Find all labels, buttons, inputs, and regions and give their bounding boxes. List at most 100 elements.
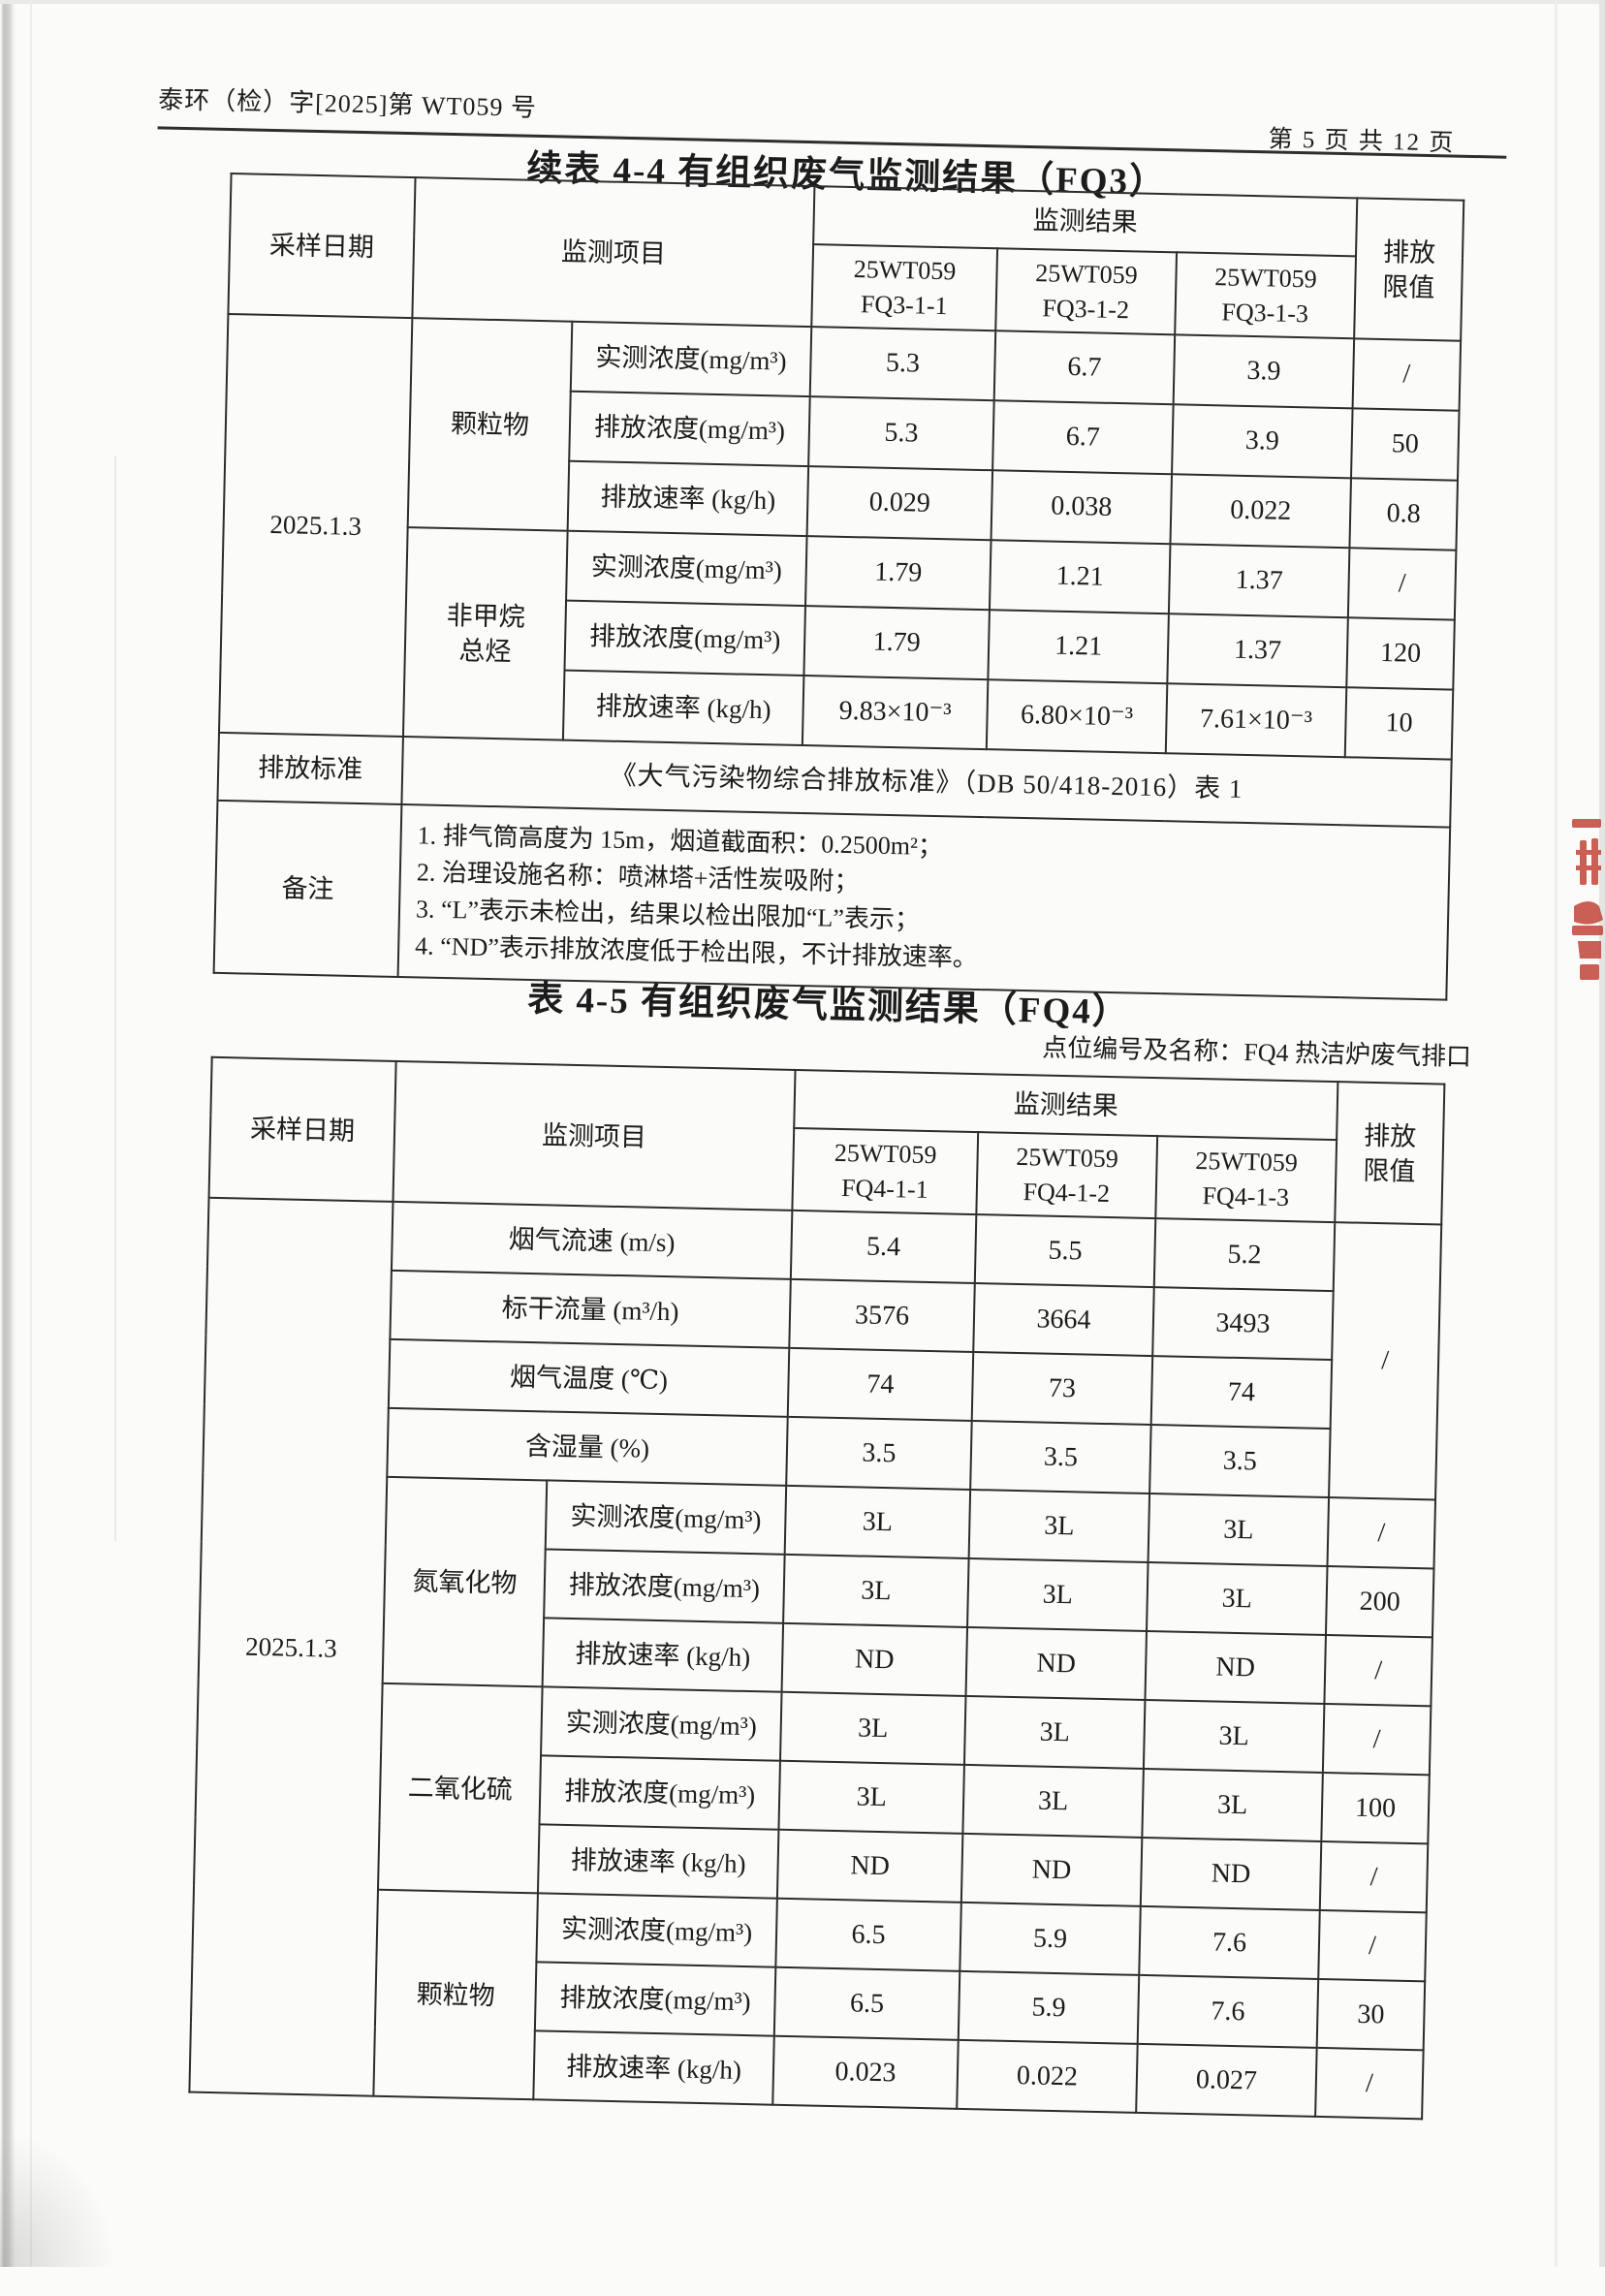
pollutant-group-cell: 颗粒物 <box>407 318 573 531</box>
param-cell: 排放速率 (kg/h) <box>562 670 804 746</box>
value-cell: 1.37 <box>1167 613 1348 688</box>
header-sample-date: 采样日期 <box>208 1056 396 1202</box>
value-cell: 3.9 <box>1172 404 1353 479</box>
limit-cell: / <box>1318 1909 1427 1982</box>
limit-cell: 10 <box>1344 687 1454 760</box>
value-cell: 7.6 <box>1137 1974 1319 2048</box>
limit-cell: / <box>1319 1840 1429 1913</box>
param-cell: 实测浓度(mg/m³) <box>570 321 812 397</box>
scan-crease <box>1555 0 1558 2267</box>
param-cell: 排放浓度(mg/m³) <box>544 1549 785 1623</box>
param-cell: 含湿量 (%) <box>387 1407 788 1486</box>
param-cell: 烟气流速 (m/s) <box>391 1201 793 1279</box>
value-cell: 1.37 <box>1168 544 1350 618</box>
pollutant-group-cell: 氮氧化物 <box>382 1476 548 1687</box>
value-cell: 1.21 <box>989 540 1171 614</box>
limit-cell: 30 <box>1316 1978 1426 2051</box>
value-cell: 5.9 <box>960 1902 1141 1975</box>
param-cell: 实测浓度(mg/m³) <box>541 1686 782 1761</box>
pollutant-group-cell: 颗粒物 <box>373 1889 538 2100</box>
value-cell: 3664 <box>973 1283 1154 1357</box>
param-cell: 排放浓度(mg/m³) <box>564 600 805 676</box>
param-cell: 实测浓度(mg/m³) <box>536 1893 777 1967</box>
value-cell: 3576 <box>789 1278 975 1353</box>
value-cell: 3L <box>968 1489 1150 1562</box>
value-cell: 3L <box>779 1691 966 1765</box>
limit-cell: / <box>1352 338 1462 411</box>
value-cell: 5.2 <box>1153 1218 1336 1292</box>
limit-cell: 200 <box>1325 1566 1434 1638</box>
value-cell: 6.5 <box>775 1898 961 1971</box>
value-cell: 3.5 <box>1149 1425 1331 1498</box>
value-cell: 3L <box>778 1760 964 1834</box>
red-seal-fragment <box>1572 819 1603 980</box>
value-cell: 0.022 <box>957 2039 1138 2113</box>
value-cell: ND <box>776 1829 963 1903</box>
param-cell: 标干流量 (m³/h) <box>390 1270 791 1348</box>
value-cell: ND <box>781 1622 968 1696</box>
param-cell: 排放速率 (kg/h) <box>533 2030 774 2105</box>
sample-id-cell: 25WT059 FQ3-1-3 <box>1175 252 1357 339</box>
limit-cell: / <box>1329 1222 1442 1500</box>
scan-edge-top <box>0 0 1605 4</box>
limit-cell: 100 <box>1321 1772 1430 1844</box>
value-cell: ND <box>1140 1837 1322 1910</box>
param-cell: 排放浓度(mg/m³) <box>534 1962 776 2036</box>
value-cell: 3L <box>1147 1561 1328 1636</box>
limit-cell: / <box>1315 2047 1424 2120</box>
value-cell: 7.61×10⁻³ <box>1165 683 1347 758</box>
pollutant-group-cell: 二氧化硫 <box>377 1683 543 1894</box>
param-cell: 排放浓度(mg/m³) <box>539 1755 780 1830</box>
value-cell: 0.022 <box>1170 474 1352 549</box>
value-cell: 3L <box>784 1485 971 1558</box>
param-cell: 实测浓度(mg/m³) <box>545 1480 787 1555</box>
value-cell: 74 <box>787 1347 974 1421</box>
value-cell: 5.9 <box>958 1970 1140 2044</box>
sample-id-cell: 25WT059 FQ3-1-2 <box>995 248 1178 335</box>
limit-cell: / <box>1322 1703 1432 1776</box>
value-cell: 3493 <box>1152 1287 1334 1361</box>
limit-cell: 120 <box>1346 617 1455 690</box>
sample-date-cell: 2025.1.3 <box>189 1197 393 2096</box>
value-cell: 7.6 <box>1139 1905 1320 1979</box>
value-cell: 5.4 <box>790 1210 977 1284</box>
sample-date-cell: 2025.1.3 <box>218 313 413 738</box>
value-cell: 1.79 <box>804 536 991 611</box>
scan-edge-right <box>1599 0 1605 2267</box>
pollutant-group-cell: 非甲烷 总烃 <box>402 527 568 740</box>
sample-id-cell: 25WT059 FQ4-1-2 <box>976 1132 1158 1219</box>
limit-cell: 0.8 <box>1349 478 1458 550</box>
value-cell: 3L <box>783 1554 969 1627</box>
sample-id-cell: 25WT059 FQ4-1-1 <box>792 1127 979 1215</box>
param-cell: 烟气温度 (℃) <box>388 1338 790 1417</box>
value-cell: 9.83×10⁻³ <box>802 676 989 750</box>
header-sample-date: 采样日期 <box>228 173 416 319</box>
header-emission-limit: 排放 限值 <box>1354 198 1464 341</box>
param-cell: 排放速率 (kg/h) <box>542 1618 784 1692</box>
value-cell: 3L <box>963 1695 1146 1769</box>
value-cell: 0.038 <box>991 470 1173 545</box>
value-cell: 3L <box>1142 1768 1323 1841</box>
value-cell: 3.9 <box>1173 334 1355 409</box>
value-cell: ND <box>1145 1630 1326 1704</box>
value-cell: 5.5 <box>974 1214 1156 1288</box>
scan-crease <box>114 456 116 1541</box>
value-cell: 74 <box>1150 1356 1333 1430</box>
param-cell: 排放速率 (kg/h) <box>567 460 809 537</box>
value-cell: 3L <box>967 1557 1149 1631</box>
limit-cell: / <box>1347 548 1457 620</box>
scan-corner-shadow <box>0 2131 116 2267</box>
table-fq3-results: 采样日期 监测项目 监测结果 排放 限值 25WT059 FQ3-1-1 25W… <box>213 173 1465 1001</box>
value-cell: 6.7 <box>993 330 1176 405</box>
param-cell: 排放浓度(mg/m³) <box>569 391 810 467</box>
value-cell: 73 <box>971 1352 1153 1426</box>
standard-label-cell: 排放标准 <box>217 732 403 805</box>
value-cell: 0.027 <box>1136 2043 1317 2117</box>
value-cell: 1.79 <box>803 606 990 680</box>
value-cell: 0.029 <box>806 466 993 541</box>
limit-cell: / <box>1327 1497 1436 1569</box>
value-cell: 3L <box>1148 1494 1330 1567</box>
value-cell: 5.3 <box>809 327 996 401</box>
